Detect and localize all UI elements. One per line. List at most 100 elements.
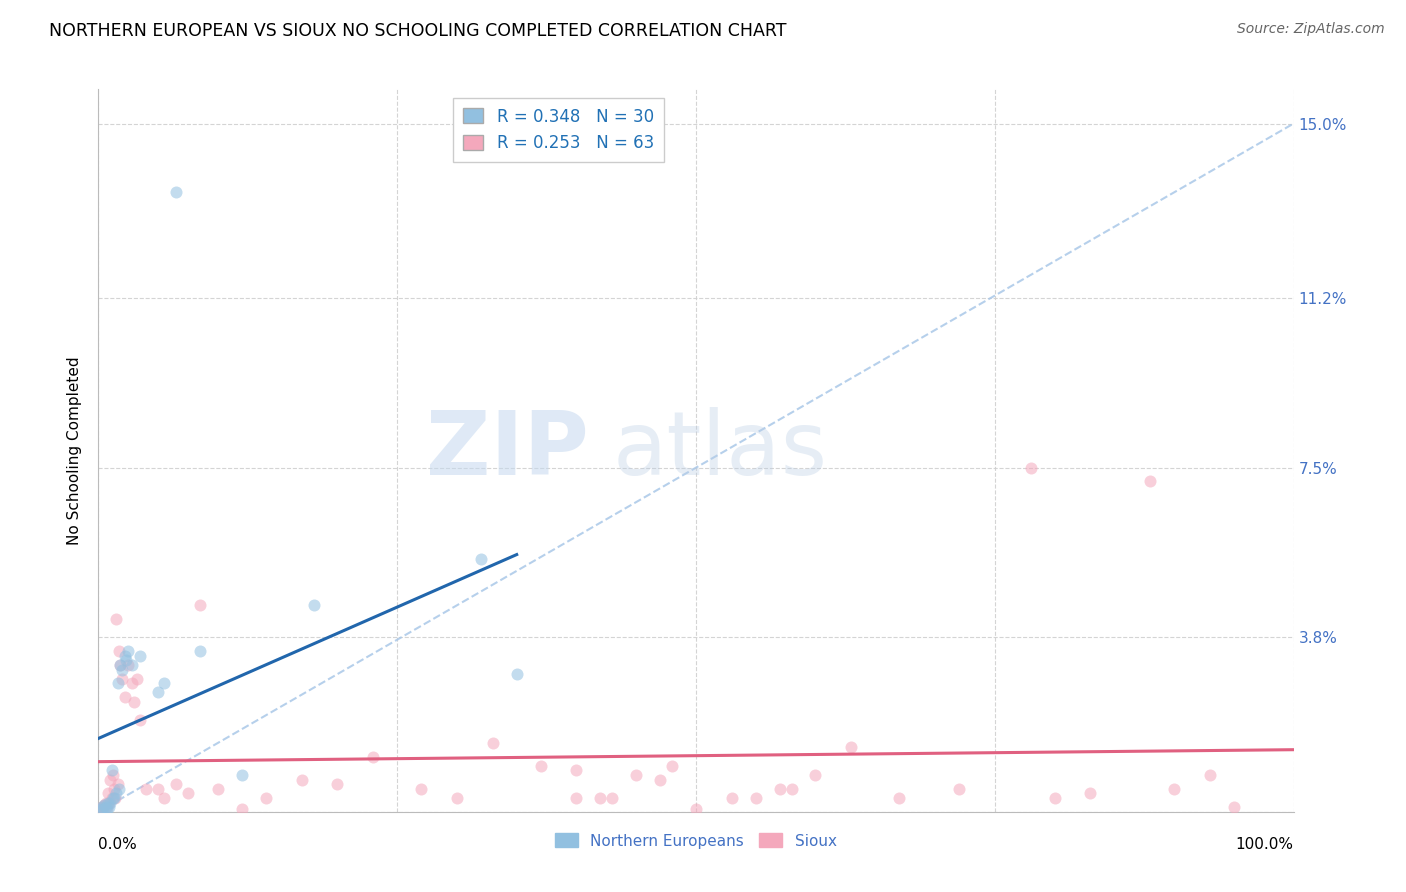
Legend: Northern Europeans, Sioux: Northern Europeans, Sioux <box>550 828 842 855</box>
Point <box>105 786 128 800</box>
Point <box>650 772 672 787</box>
Point <box>115 653 138 667</box>
Point <box>1080 786 1102 800</box>
Text: 100.0%: 100.0% <box>1236 837 1294 852</box>
Point <box>482 736 505 750</box>
Point <box>254 791 277 805</box>
Point <box>98 772 122 787</box>
Point <box>96 800 118 814</box>
Point <box>148 781 170 796</box>
Point <box>207 781 229 796</box>
Point <box>148 685 170 699</box>
Point <box>114 690 136 704</box>
Point <box>121 657 143 672</box>
Point <box>135 781 157 796</box>
Point <box>107 777 129 791</box>
Text: Source: ZipAtlas.com: Source: ZipAtlas.com <box>1237 22 1385 37</box>
Point <box>889 791 911 805</box>
Point <box>94 800 117 814</box>
Point <box>124 695 146 709</box>
Y-axis label: No Schooling Completed: No Schooling Completed <box>67 356 83 545</box>
Text: 0.0%: 0.0% <box>98 837 138 852</box>
Text: ZIP: ZIP <box>426 407 589 494</box>
Point <box>103 781 125 796</box>
Point <box>90 802 112 816</box>
Point <box>111 663 134 677</box>
Point <box>565 791 588 805</box>
Point <box>101 791 124 805</box>
Point <box>1019 460 1042 475</box>
Text: atlas: atlas <box>613 407 828 494</box>
Point <box>165 777 187 791</box>
Text: NORTHERN EUROPEAN VS SIOUX NO SCHOOLING COMPLETED CORRELATION CHART: NORTHERN EUROPEAN VS SIOUX NO SCHOOLING … <box>49 22 787 40</box>
Point <box>721 791 744 805</box>
Point <box>117 644 139 658</box>
Point <box>948 781 970 796</box>
Point <box>165 186 187 200</box>
Point <box>104 791 127 805</box>
Point <box>780 781 803 796</box>
Point <box>97 786 120 800</box>
Point <box>153 676 176 690</box>
Point <box>91 800 114 814</box>
Point <box>841 740 863 755</box>
Point <box>153 791 176 805</box>
Point <box>129 648 152 663</box>
Point <box>1223 800 1246 814</box>
Point <box>602 791 624 805</box>
Point <box>98 800 121 814</box>
Point <box>121 676 143 690</box>
Point <box>107 781 129 796</box>
Point <box>745 791 768 805</box>
Point <box>411 781 433 796</box>
Point <box>231 768 253 782</box>
Point <box>111 672 134 686</box>
Point <box>291 772 314 787</box>
Point <box>302 599 325 613</box>
Point <box>101 768 124 782</box>
Point <box>685 802 707 816</box>
Point <box>1043 791 1066 805</box>
Point <box>1139 475 1161 489</box>
Point <box>93 797 115 812</box>
Point <box>98 796 121 810</box>
Point <box>769 781 792 796</box>
Point <box>117 657 139 672</box>
Point <box>1163 781 1185 796</box>
Point <box>103 791 125 805</box>
Point <box>93 797 115 812</box>
Point <box>107 676 129 690</box>
Point <box>96 802 118 816</box>
Point <box>188 599 211 613</box>
Point <box>804 768 827 782</box>
Point <box>446 791 468 805</box>
Point <box>1199 768 1222 782</box>
Point <box>100 764 122 778</box>
Point <box>91 802 114 816</box>
Point <box>91 800 114 814</box>
Point <box>177 786 200 800</box>
Point <box>100 791 122 805</box>
Point <box>661 759 683 773</box>
Point <box>108 657 131 672</box>
Point <box>363 749 385 764</box>
Point <box>125 672 148 686</box>
Point <box>91 800 114 814</box>
Point <box>97 796 120 810</box>
Point <box>326 777 349 791</box>
Point <box>94 796 117 810</box>
Point <box>530 759 553 773</box>
Point <box>565 764 588 778</box>
Point <box>506 667 529 681</box>
Point <box>90 802 112 816</box>
Point <box>105 612 128 626</box>
Point <box>589 791 612 805</box>
Point <box>107 644 129 658</box>
Point <box>108 657 131 672</box>
Point <box>626 768 648 782</box>
Point <box>129 713 152 727</box>
Point <box>470 552 492 566</box>
Point <box>231 802 253 816</box>
Point <box>188 644 211 658</box>
Point <box>98 796 122 810</box>
